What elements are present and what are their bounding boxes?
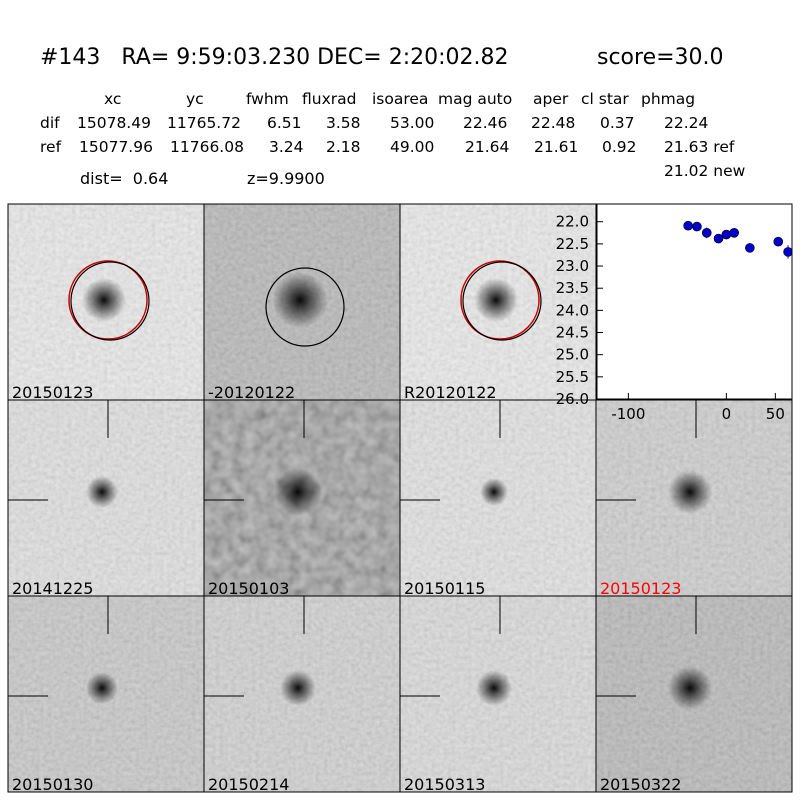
stamp-label: 20141225	[12, 579, 93, 598]
plot-area	[597, 204, 792, 399]
ref-circle	[68, 260, 148, 340]
y-tick-label: 23.0	[556, 257, 589, 275]
stamp-label: R20120122	[404, 383, 497, 402]
ref-circle	[460, 260, 540, 340]
y-tick-label: 25.0	[556, 346, 589, 364]
stamp-label: 20150123	[12, 383, 93, 402]
source	[474, 278, 518, 322]
table-cell: 21.61	[534, 138, 578, 156]
x-tick-label: -100	[611, 405, 645, 423]
point	[701, 228, 712, 238]
table-cell: 3.58	[326, 114, 361, 132]
source	[480, 478, 508, 506]
point	[745, 243, 755, 253]
point	[683, 220, 693, 231]
light-curve: 22.0 22.5 23.0 23.5 24.0 24.5 25.0 25.5 26.0 -100…	[556, 203, 793, 423]
x-tick-label: 50	[766, 405, 785, 423]
column-header: yc	[186, 90, 204, 108]
source	[274, 468, 322, 516]
aperture	[70, 261, 150, 341]
table-cell: 21.63 ref	[664, 138, 735, 156]
point	[783, 247, 792, 257]
y-tick-label: 24.5	[556, 324, 589, 342]
column-header: cl star	[581, 90, 629, 108]
table-cell: 11766.08	[170, 138, 244, 156]
y-tick-label: 22.0	[556, 213, 589, 231]
stamp-label: 20150103	[208, 579, 289, 598]
source	[476, 670, 512, 706]
x-tick-label: 0	[722, 405, 732, 423]
column-header: fwhm	[246, 90, 289, 108]
table-cell: 53.00	[390, 114, 434, 132]
source	[86, 476, 118, 508]
column-header: isoarea	[372, 90, 428, 108]
table-cell: 0.37	[600, 114, 635, 132]
point	[713, 233, 724, 244]
source	[668, 666, 712, 710]
source	[280, 670, 316, 706]
point	[721, 229, 732, 240]
stamp-label: 20150130	[12, 775, 93, 794]
table-cell: 3.24	[269, 138, 304, 156]
dist: dist= 0.64	[80, 169, 168, 188]
stamp-label: -20120122	[208, 383, 295, 402]
stamp-label: 20150115	[404, 579, 485, 598]
table-cell: 21.64	[465, 138, 509, 156]
y-tick-label: 23.5	[556, 279, 589, 297]
stamp-label: 20150322	[600, 775, 681, 794]
stamp-label: 20150214	[208, 775, 289, 794]
y-tick-label: 22.5	[556, 235, 589, 253]
plot-frame	[596, 203, 793, 400]
y-tick-label: 24.0	[556, 301, 589, 319]
stamp-label: 20150123	[600, 579, 681, 598]
column-header: mag auto	[438, 90, 512, 108]
aperture	[265, 267, 345, 347]
table-cell: 22.48	[531, 114, 575, 132]
source	[82, 278, 126, 322]
score: score=30.0	[597, 45, 724, 70]
y-tick-label: 25.5	[556, 368, 589, 386]
table-cell: 6.51	[267, 114, 302, 132]
table-cell: 11765.72	[167, 114, 241, 132]
table-cell: 22.46	[463, 114, 507, 132]
table-cell: 15077.96	[79, 138, 153, 156]
column-header: aper	[533, 90, 569, 108]
stamps: 20150123 -20120122 R20120122 20141225 201501…	[7, 203, 793, 794]
redshift: z=9.9900	[247, 169, 325, 188]
table-cell: dif	[40, 114, 60, 132]
new-mag: 21.02 new	[664, 162, 746, 180]
source	[272, 272, 328, 328]
table-cell: 15078.49	[77, 114, 151, 132]
table-cell: 22.24	[664, 114, 708, 132]
title: #143 RA= 9:59:03.230 DEC= 2:20:02.82	[40, 45, 509, 70]
table-cell: 2.18	[326, 138, 361, 156]
table-cell: 0.92	[602, 138, 637, 156]
source	[86, 672, 118, 704]
point	[692, 221, 702, 232]
aperture	[462, 261, 542, 341]
column-header: fluxrad	[302, 90, 356, 108]
points	[683, 220, 792, 259]
point	[773, 236, 784, 247]
y-tick-label: 26.0	[556, 390, 589, 408]
source	[668, 470, 712, 514]
table-cell: 49.00	[390, 138, 434, 156]
column-header: phmag	[641, 90, 695, 108]
point	[729, 228, 739, 238]
column-header: xc	[104, 90, 121, 108]
stamp-label: 20150313	[404, 775, 485, 794]
stamp-border	[595, 595, 793, 793]
table-cell: ref	[40, 138, 62, 156]
